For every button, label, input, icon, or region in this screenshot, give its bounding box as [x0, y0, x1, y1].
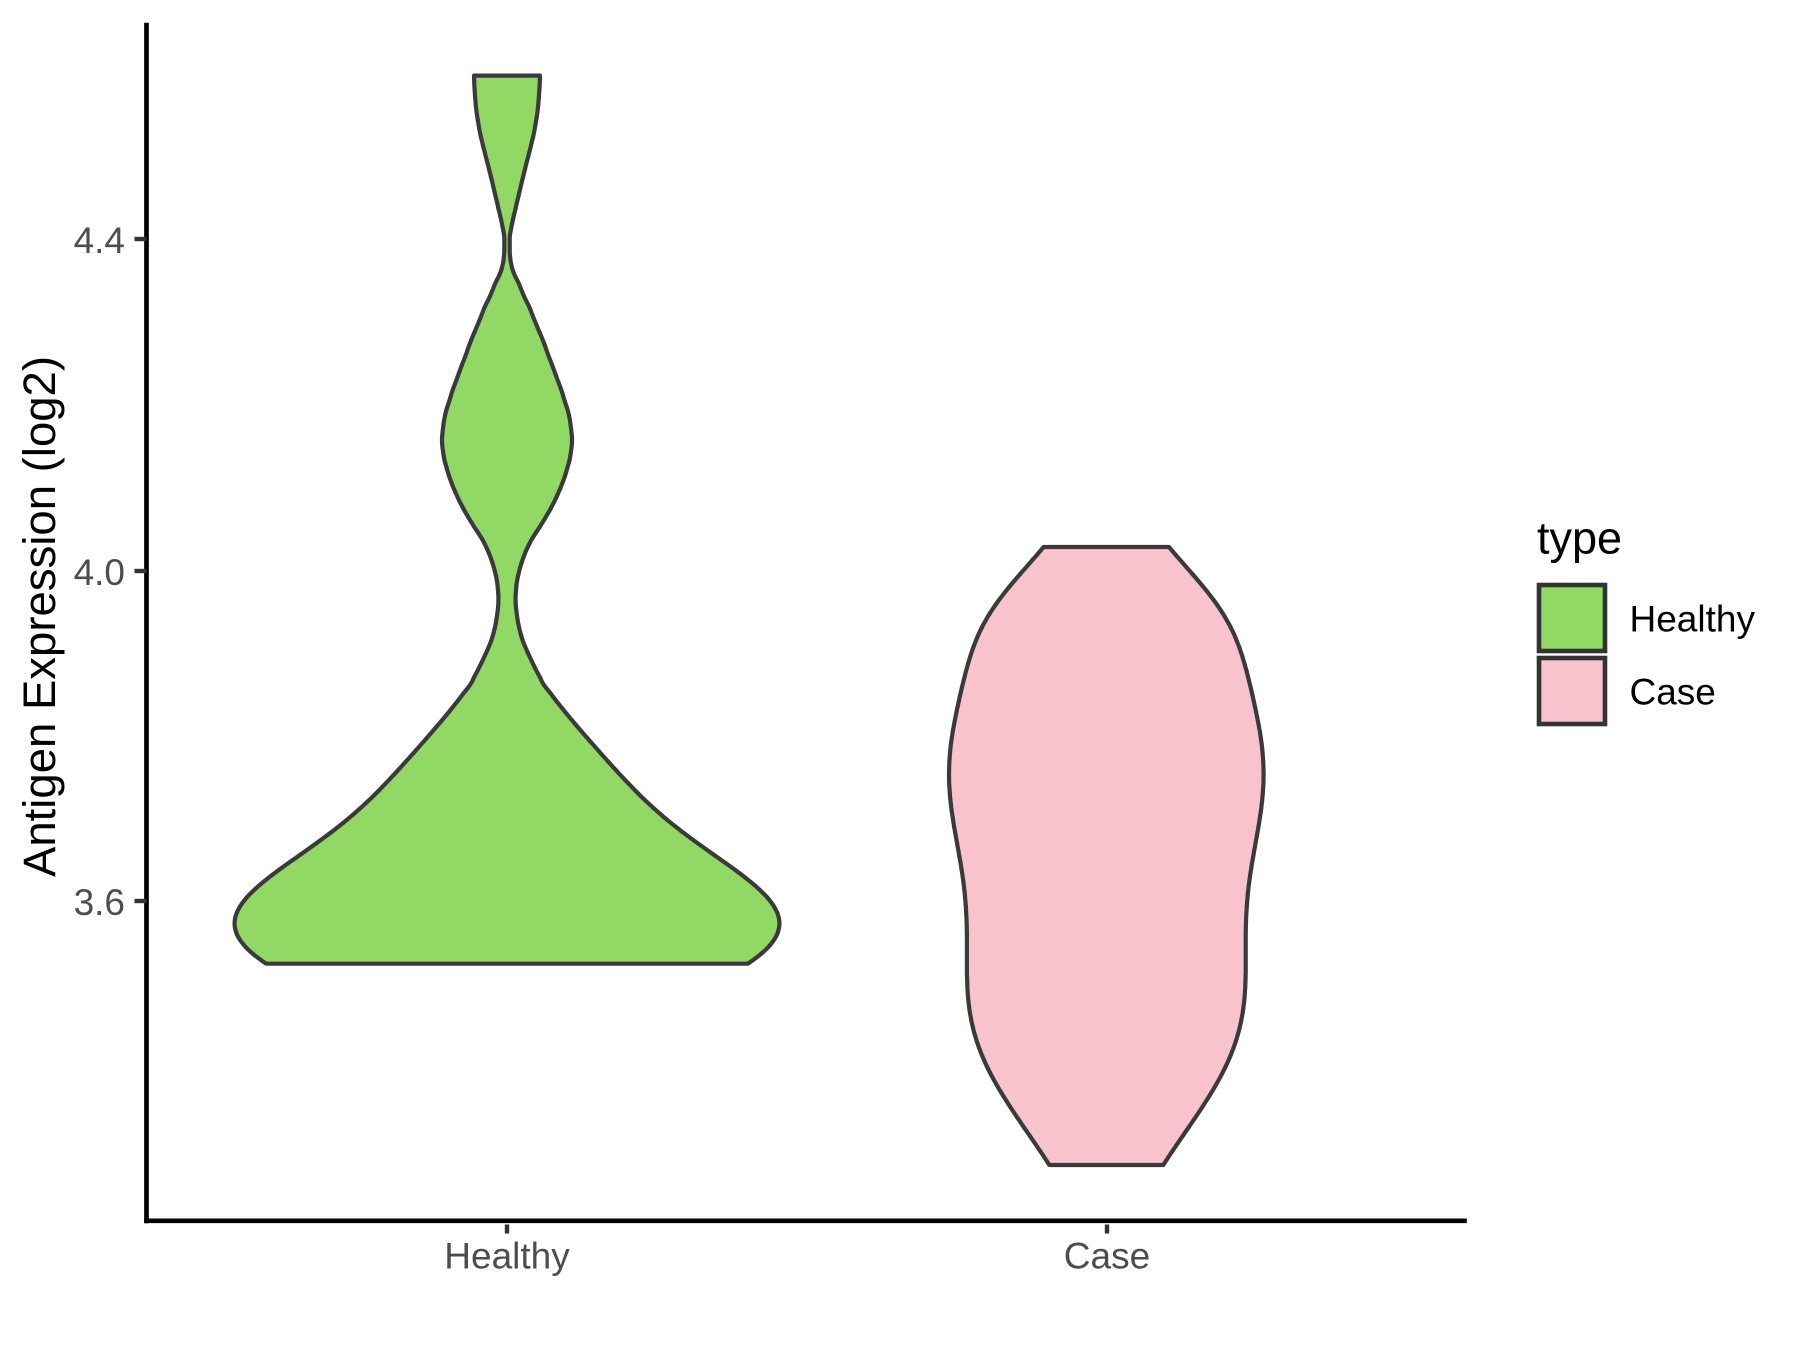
svg-text:Healthy: Healthy	[1630, 599, 1756, 640]
svg-text:Case: Case	[1630, 672, 1716, 713]
svg-text:Healthy: Healthy	[444, 1236, 570, 1277]
svg-text:Antigen Expression (log2): Antigen Expression (log2)	[14, 356, 65, 877]
svg-text:Case: Case	[1064, 1236, 1150, 1277]
svg-text:3.6: 3.6	[74, 882, 125, 923]
svg-text:4.0: 4.0	[74, 552, 125, 593]
svg-text:4.4: 4.4	[74, 220, 125, 261]
svg-text:type: type	[1537, 513, 1622, 564]
